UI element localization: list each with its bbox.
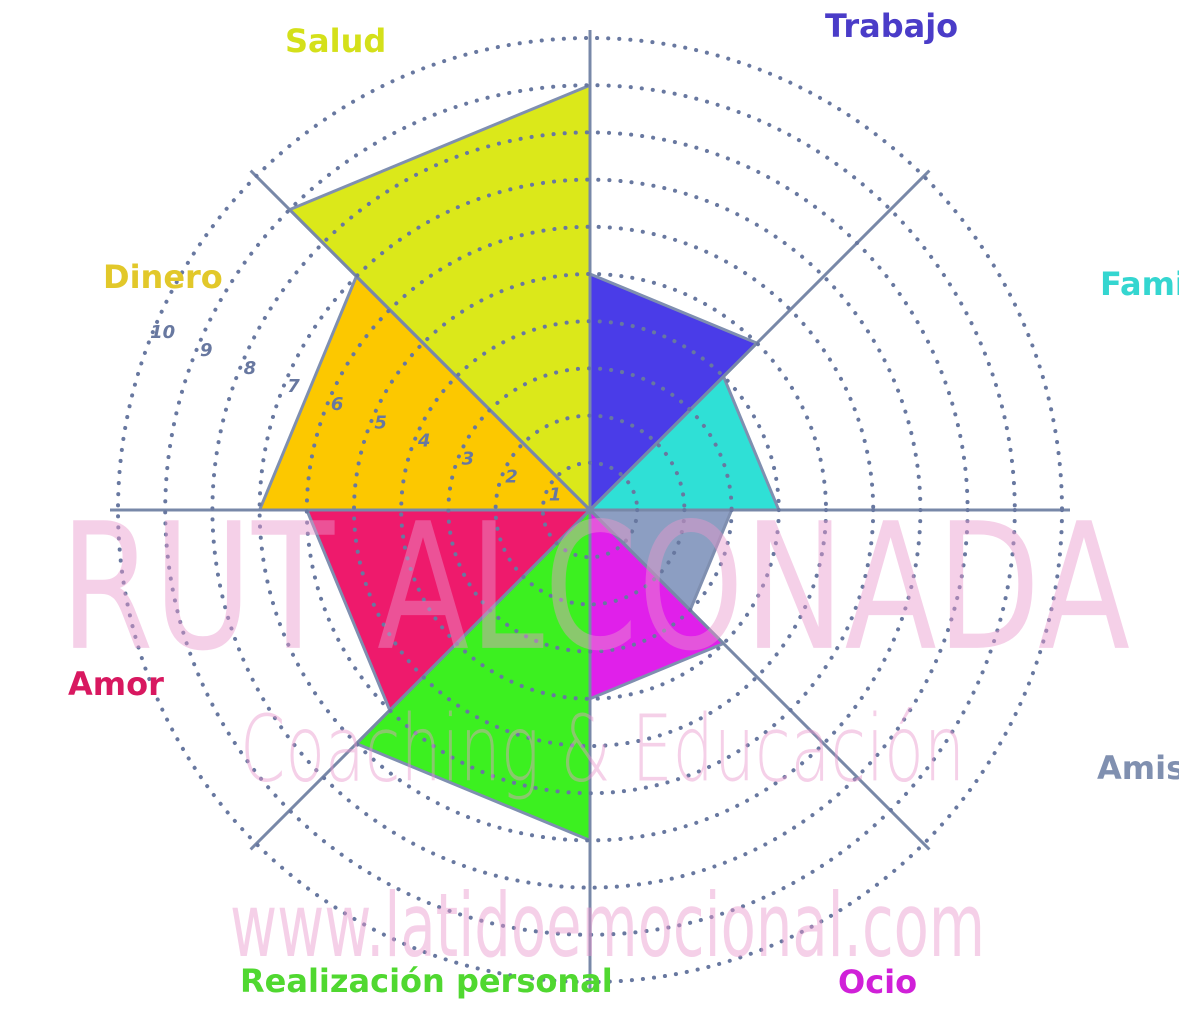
ring-label: 6 [331,394,344,415]
category-label: Familia [1100,265,1179,303]
category-label: Salud [285,22,386,60]
watermark-url: www.latidoemocional.com [230,874,985,977]
ring-label: 4 [417,430,431,451]
ring-label: 10 [150,322,175,343]
watermark-tagline: Coaching & Educación [240,696,965,803]
ring-label: 5 [374,412,387,433]
ring-label: 8 [244,358,257,379]
category-label: Trabajo [825,7,958,45]
category-label: Amistad [1097,749,1179,787]
chart: TrabajoFamiliaAmistadOcioRealización per… [0,0,1179,1009]
category-label: Dinero [103,258,223,296]
watermark-name: RUT ALCONADA [60,487,1130,690]
ring-label: 2 [505,466,518,487]
ring-label: 9 [200,340,213,361]
ring-label: 7 [287,376,300,397]
ring-label: 3 [462,448,475,469]
